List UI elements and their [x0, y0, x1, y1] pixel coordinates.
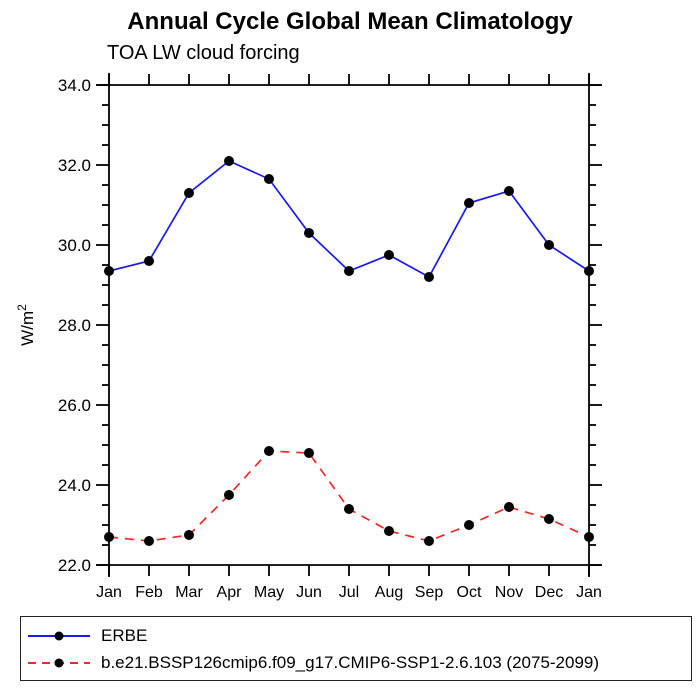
- svg-text:Dec: Dec: [535, 584, 563, 601]
- svg-text:Jan: Jan: [96, 584, 122, 601]
- svg-text:Jun: Jun: [296, 584, 322, 601]
- svg-text:Aug: Aug: [375, 584, 403, 601]
- legend-line-sample-erbe: [28, 631, 90, 640]
- svg-text:32.0: 32.0: [58, 156, 91, 175]
- legend-label-erbe: ERBE: [101, 625, 148, 645]
- svg-text:Sep: Sep: [415, 584, 444, 601]
- series-erbe: [104, 156, 594, 282]
- axes: [96, 73, 602, 577]
- svg-text:May: May: [254, 584, 284, 601]
- svg-text:Apr: Apr: [217, 584, 243, 601]
- svg-text:28.0: 28.0: [58, 316, 91, 335]
- legend-item-erbe: ERBE: [21, 622, 691, 649]
- legend-label-model: b.e21.BSSP126cmip6.f09_g17.CMIP6-SSP1-2.…: [101, 652, 600, 672]
- legend-line-sample-model: [28, 658, 90, 667]
- chart-title: Annual Cycle Global Mean Climatology: [127, 8, 573, 35]
- plot-area: 22.0 24.0 26.0 28.0 30.0 32.0 34.0 Jan Feb Mar Apr…: [15, 73, 602, 601]
- y-axis-label: W/m2: [15, 304, 37, 346]
- chart-subtitle: TOA LW cloud forcing: [107, 42, 300, 64]
- legend: ERBE b.e21.BSSP126cmip6.f09_g17.CMIP6-SS…: [20, 616, 692, 681]
- series-model: [104, 446, 594, 546]
- axis-labels: 22.0 24.0 26.0 28.0 30.0 32.0 34.0 Jan Feb Mar Apr…: [15, 76, 602, 601]
- svg-text:22.0: 22.0: [58, 556, 91, 575]
- svg-text:Oct: Oct: [457, 584, 482, 601]
- svg-text:34.0: 34.0: [58, 76, 91, 95]
- svg-text:Jul: Jul: [339, 584, 359, 601]
- svg-text:Jan: Jan: [576, 584, 602, 601]
- svg-text:26.0: 26.0: [58, 396, 91, 415]
- svg-text:Feb: Feb: [135, 584, 163, 601]
- svg-text:Mar: Mar: [175, 584, 203, 601]
- svg-text:24.0: 24.0: [58, 476, 91, 495]
- svg-text:Nov: Nov: [495, 584, 523, 601]
- legend-item-model: b.e21.BSSP126cmip6.f09_g17.CMIP6-SSP1-2.…: [21, 649, 691, 676]
- svg-text:30.0: 30.0: [58, 236, 91, 255]
